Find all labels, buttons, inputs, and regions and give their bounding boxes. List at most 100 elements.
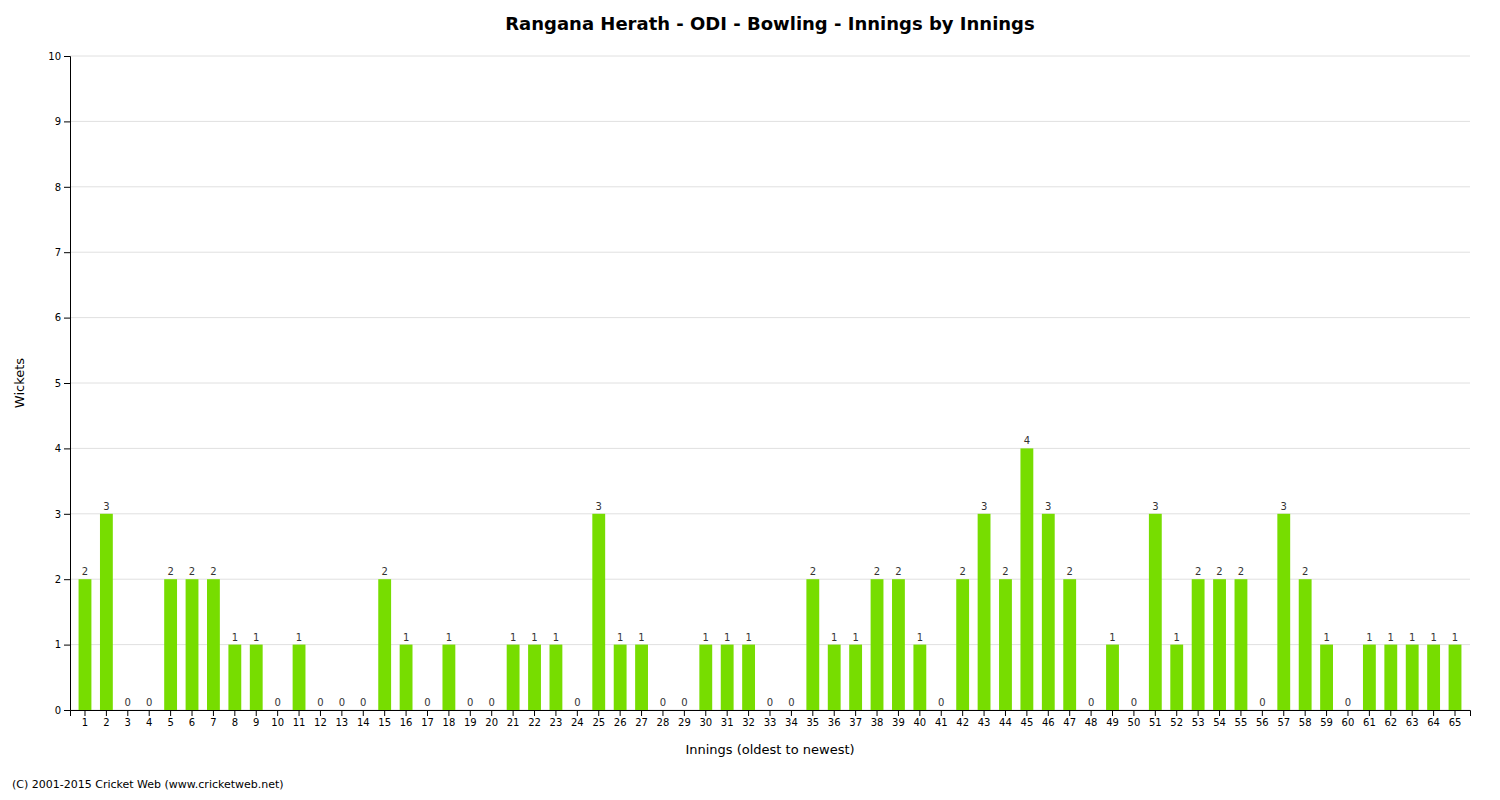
- data-label: 0: [1259, 697, 1265, 708]
- x-tick-mark: [962, 710, 963, 716]
- x-tick-label: 20: [485, 717, 498, 728]
- x-tick-label: 22: [528, 717, 541, 728]
- x-tick-label: 5: [167, 717, 173, 728]
- x-tick: 39: [892, 710, 905, 728]
- bar: [400, 645, 413, 710]
- data-label: 2: [1238, 566, 1244, 577]
- x-tick: 61: [1363, 710, 1376, 728]
- data-label: 1: [531, 632, 537, 643]
- bar: [121, 710, 134, 711]
- x-tick-label: 15: [378, 717, 391, 728]
- x-tick: 22: [528, 710, 541, 728]
- y-tick-mark: [64, 121, 70, 122]
- bar: [721, 645, 734, 710]
- y-tick-label: 8: [55, 182, 61, 193]
- bar: [1406, 645, 1419, 710]
- bar: [999, 579, 1012, 710]
- x-tick-mark: [256, 710, 257, 716]
- data-label: 1: [1430, 632, 1436, 643]
- y-tick-mark: [64, 383, 70, 384]
- x-tick-mark: [448, 710, 449, 716]
- footer: (C) 2001-2015 Cricket Web (www.cricketwe…: [12, 778, 284, 791]
- y-tick-mark: [64, 318, 70, 319]
- y-tick: 5: [55, 378, 70, 389]
- x-tick: 36: [828, 710, 841, 728]
- data-label: 1: [403, 632, 409, 643]
- bar: [828, 645, 841, 710]
- data-label: 0: [489, 697, 495, 708]
- x-tick-mark: [1176, 710, 1177, 716]
- bar: [1427, 645, 1440, 710]
- x-tick: 58: [1299, 710, 1312, 728]
- data-label: 0: [274, 697, 280, 708]
- x-tick: 2: [103, 710, 109, 728]
- data-label: 1: [703, 632, 709, 643]
- y-tick: 1: [55, 639, 70, 650]
- x-tick-label: 10: [271, 717, 284, 728]
- x-tick-label: 40: [913, 717, 926, 728]
- bar: [1020, 448, 1033, 710]
- bar: [1363, 645, 1376, 710]
- bar: [1449, 645, 1462, 710]
- x-tick-label: 4: [146, 717, 152, 728]
- x-tick: 26: [614, 710, 627, 728]
- y-axis-line: [64, 57, 71, 711]
- y-tick-mark: [64, 448, 70, 449]
- data-label: 0: [788, 697, 794, 708]
- y-tick-label: 4: [55, 443, 61, 454]
- data-label: 2: [210, 566, 216, 577]
- data-label: 2: [381, 566, 387, 577]
- data-label: 0: [339, 697, 345, 708]
- data-label: 1: [745, 632, 751, 643]
- y-tick-mark: [64, 252, 70, 253]
- bar: [849, 645, 862, 710]
- x-tick: 65: [1449, 710, 1462, 728]
- x-tick-label: 32: [742, 717, 755, 728]
- bar: [100, 514, 113, 710]
- x-tick: 1: [82, 710, 88, 728]
- x-tick-mark: [662, 710, 663, 716]
- x-tick: 54: [1213, 710, 1226, 728]
- x-tick: 33: [764, 710, 777, 728]
- bar: [464, 710, 477, 711]
- data-label: 1: [553, 632, 559, 643]
- x-tick: 8: [232, 710, 238, 728]
- bar: [207, 579, 220, 710]
- bar: [1063, 579, 1076, 710]
- x-tick: 44: [999, 710, 1012, 728]
- bar: [335, 710, 348, 711]
- data-label: 2: [1067, 566, 1073, 577]
- bar: [614, 645, 627, 710]
- data-label: 3: [103, 501, 109, 512]
- x-tick-mark: [1262, 710, 1263, 716]
- data-label: 1: [1174, 632, 1180, 643]
- x-tick-label: 7: [210, 717, 216, 728]
- x-tick: 3: [125, 710, 131, 728]
- data-label: 2: [1216, 566, 1222, 577]
- x-tick: 17: [421, 710, 434, 728]
- x-tick-mark: [384, 710, 385, 716]
- x-tick-label: 49: [1106, 717, 1119, 728]
- x-tick-mark: [363, 710, 364, 716]
- x-tick-label: 54: [1213, 717, 1226, 728]
- bar: [1085, 710, 1098, 711]
- x-tick-label: 39: [892, 717, 905, 728]
- data-label: 0: [574, 697, 580, 708]
- x-tick-label: 24: [571, 717, 584, 728]
- bar: [314, 710, 327, 711]
- grid-line: [70, 513, 1470, 514]
- x-tick-mark: [577, 710, 578, 716]
- bar: [250, 645, 263, 710]
- x-tick: 12: [314, 710, 327, 728]
- chart: 2300222110100021010011103110011100211221…: [0, 0, 1500, 800]
- x-tick-label: 57: [1277, 717, 1290, 728]
- bar: [550, 645, 563, 710]
- x-tick: 10: [271, 710, 284, 728]
- data-label: 0: [424, 697, 430, 708]
- x-tick: 62: [1384, 710, 1397, 728]
- x-tick-mark: [1433, 710, 1434, 716]
- data-label: 3: [596, 501, 602, 512]
- bar: [228, 645, 241, 710]
- x-tick-mark: [299, 710, 300, 716]
- y-tick-mark: [64, 579, 70, 580]
